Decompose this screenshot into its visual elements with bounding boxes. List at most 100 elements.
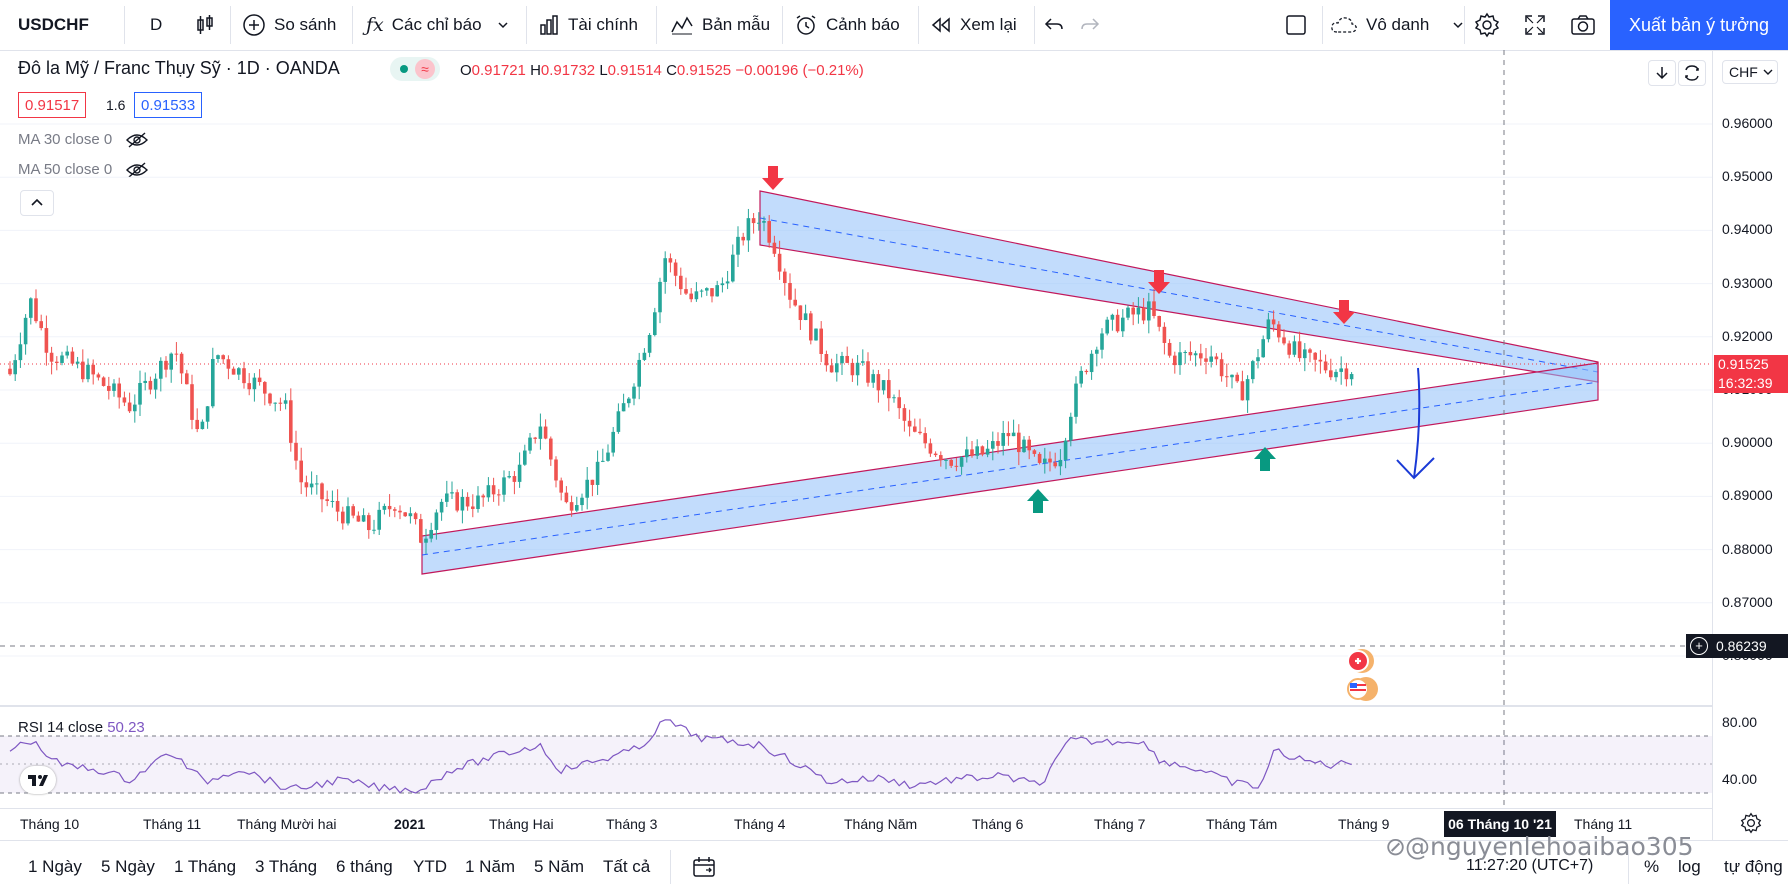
templates-button[interactable]: Bản mẫu xyxy=(670,0,770,50)
candle-body xyxy=(855,362,860,376)
candle-body xyxy=(335,500,340,512)
range-all-button[interactable]: Tất cả xyxy=(603,857,651,876)
time-axis-label: 2021 xyxy=(394,816,426,832)
price-axis-label: 0.93000 xyxy=(1722,274,1773,291)
candle-body xyxy=(949,459,953,466)
financials-button[interactable]: Tài chính xyxy=(538,0,638,50)
candle-body xyxy=(1193,353,1198,356)
compare-button[interactable]: So sánh xyxy=(242,0,336,50)
templates-icon xyxy=(671,16,693,35)
candle-body xyxy=(138,382,142,405)
indicators-button[interactable]: ƒx Các chỉ báo xyxy=(366,0,510,50)
fullscreen-button[interactable] xyxy=(1524,0,1546,50)
range-1m-button[interactable]: 1 Tháng xyxy=(174,857,237,876)
bid-price-button[interactable]: 0.91517 xyxy=(18,92,87,118)
redo-button[interactable] xyxy=(1080,0,1100,50)
eye-off-icon[interactable] xyxy=(126,162,149,178)
candle-body xyxy=(1006,432,1011,437)
support-arrow-up xyxy=(1254,447,1276,471)
range-ytd-button[interactable]: YTD xyxy=(413,857,447,876)
price-chart[interactable] xyxy=(0,50,1712,840)
go-to-date-button[interactable] xyxy=(692,856,716,883)
candle-body xyxy=(1199,353,1203,359)
candle-body xyxy=(1027,439,1031,451)
range-3m-button[interactable]: 3 Tháng xyxy=(255,857,318,876)
candle-body xyxy=(1141,307,1146,321)
candle-body xyxy=(980,446,985,455)
candle-body xyxy=(278,402,283,404)
bottom-toolbar xyxy=(0,840,1788,896)
layout-button[interactable] xyxy=(1285,0,1307,50)
toolbar-divider xyxy=(1322,6,1323,44)
time-axis-label: Tháng Tám xyxy=(1206,816,1278,832)
candle-body xyxy=(897,397,901,409)
ask-price-button[interactable]: 0.91533 xyxy=(134,92,203,118)
candle-body xyxy=(1152,301,1156,317)
candle-body xyxy=(679,275,683,290)
time-axis-label: Tháng 6 xyxy=(972,816,1024,832)
range-1d-button[interactable]: 1 Ngày xyxy=(28,857,82,876)
replay-button[interactable]: Xem lại xyxy=(930,0,1017,50)
percent-scale-button[interactable]: % xyxy=(1644,857,1660,876)
candle-body xyxy=(1063,440,1068,460)
cloud-icon xyxy=(1331,17,1357,33)
currency-dropdown[interactable]: CHF xyxy=(1722,60,1778,84)
candle-body xyxy=(263,382,267,394)
publish-idea-button[interactable]: Xuất bản ý tưởng xyxy=(1610,0,1788,50)
rsi-axis-label: 80.00 xyxy=(1722,714,1758,730)
candle-body xyxy=(65,351,69,356)
candle-body xyxy=(829,365,834,373)
reset-scale-button[interactable] xyxy=(1678,60,1706,86)
candle-body xyxy=(75,361,80,364)
price-axis-label: 0.87000 xyxy=(1722,593,1773,610)
candle-body xyxy=(29,298,33,318)
refresh-icon xyxy=(1685,65,1699,81)
range-1y-button[interactable]: 1 Năm xyxy=(465,857,516,876)
candle-body xyxy=(580,497,584,506)
clock-timezone-button[interactable]: 11:27:20 (UTC+7) xyxy=(1466,857,1594,874)
candle-body xyxy=(393,509,397,511)
undo-button[interactable] xyxy=(1044,0,1064,50)
candle-body xyxy=(517,464,522,482)
range-6m-button[interactable]: 6 tháng xyxy=(336,857,393,876)
snapshot-button[interactable] xyxy=(1570,0,1596,50)
bar-chart-icon xyxy=(540,15,558,35)
candle-body xyxy=(1297,341,1302,359)
time-axis-label: Tháng Năm xyxy=(844,816,918,832)
range-5d-button[interactable]: 5 Ngày xyxy=(101,857,155,876)
plus-circle-icon[interactable]: + xyxy=(1690,637,1708,655)
toolbar-divider xyxy=(670,850,671,884)
eye-off-icon[interactable] xyxy=(126,132,149,148)
candle-body xyxy=(965,449,969,458)
axis-settings-button[interactable] xyxy=(1740,812,1762,839)
candle-body xyxy=(460,496,465,511)
tradingview-logo[interactable] xyxy=(20,766,56,794)
ma50-legend: MA 50 close 0 xyxy=(18,161,149,178)
layout-name-button[interactable]: Vô danh xyxy=(1330,0,1465,50)
auto-scale-button[interactable]: tự động xyxy=(1724,857,1783,876)
candle-body xyxy=(367,515,371,531)
rsi-line xyxy=(9,719,1352,794)
scroll-down-button[interactable] xyxy=(1648,60,1676,86)
candle-body xyxy=(23,317,28,345)
collapse-legend-button[interactable] xyxy=(20,190,54,216)
candle-body xyxy=(211,358,215,407)
candle-body xyxy=(387,505,392,510)
symbol-search-button[interactable]: USDCHF xyxy=(18,15,89,34)
candle-body xyxy=(777,253,782,272)
candle-body xyxy=(751,218,756,224)
log-scale-button[interactable]: log xyxy=(1678,857,1701,876)
candle-body xyxy=(1225,376,1229,378)
candle-body xyxy=(497,494,501,496)
interval-button[interactable]: D xyxy=(150,15,163,34)
candle-body xyxy=(34,298,38,322)
candle-body xyxy=(1173,355,1177,366)
rsi-axis-label: 40.00 xyxy=(1722,771,1758,787)
alerts-button[interactable]: Cảnh báo xyxy=(794,0,900,50)
market-status-pill[interactable]: ≈ xyxy=(390,57,440,81)
range-5y-button[interactable]: 5 Năm xyxy=(534,857,585,876)
candle-body xyxy=(190,384,194,420)
candle-body xyxy=(476,495,480,509)
settings-button[interactable] xyxy=(1474,0,1500,50)
chart-type-button[interactable] xyxy=(194,0,216,50)
